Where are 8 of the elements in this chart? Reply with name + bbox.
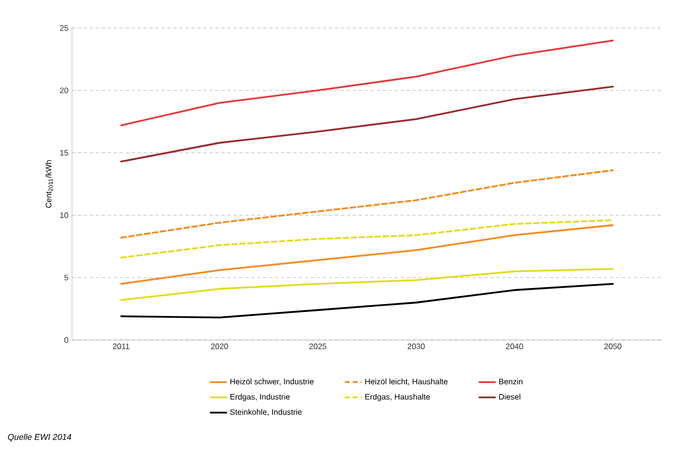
line-series (120, 169, 614, 239)
line-series (120, 40, 614, 126)
line-series (120, 282, 614, 318)
line-series (120, 86, 614, 162)
source-note: Quelle EWI 2014 (8, 434, 72, 442)
line-series (120, 268, 614, 301)
line-series (120, 219, 614, 259)
line-series (120, 224, 614, 285)
